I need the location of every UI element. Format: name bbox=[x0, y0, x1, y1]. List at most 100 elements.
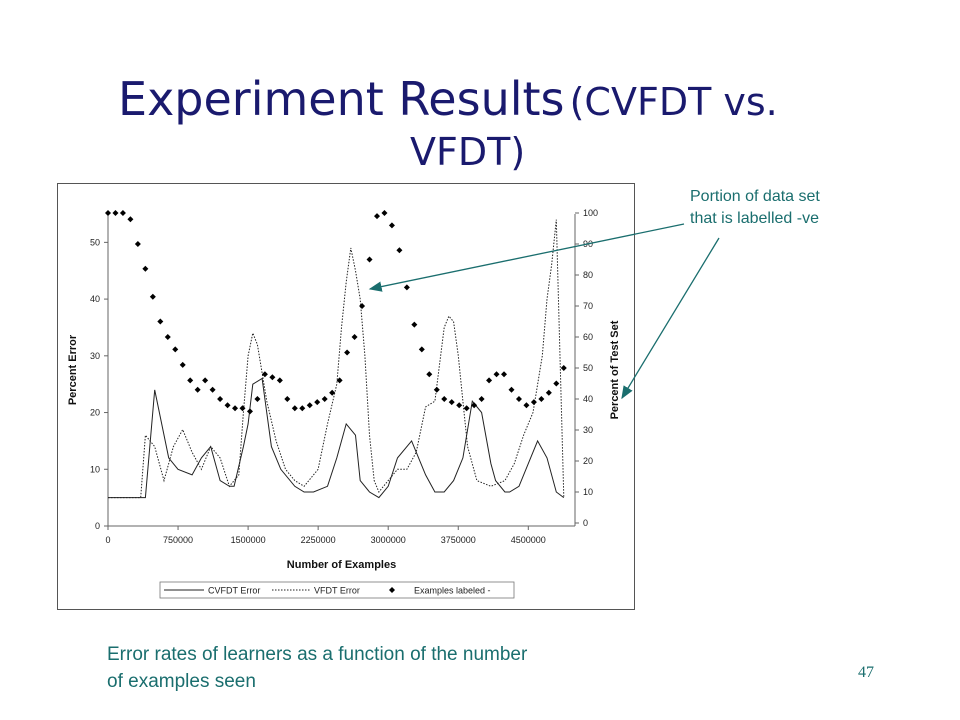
marker-point bbox=[105, 210, 111, 216]
y-tick-label: 30 bbox=[90, 351, 100, 361]
marker-point bbox=[501, 371, 508, 378]
marker-point bbox=[515, 396, 522, 402]
cvfdt-error-line bbox=[108, 377, 565, 499]
marker-point bbox=[530, 399, 537, 406]
marker-point bbox=[157, 318, 164, 325]
legend-label-cvfdt: CVFDT Error bbox=[208, 586, 260, 596]
marker-point bbox=[187, 377, 194, 384]
marker-point bbox=[478, 396, 485, 402]
annotation-arrow-to-axis bbox=[621, 237, 720, 400]
x-tick-label: 0 bbox=[105, 535, 110, 545]
marker-point bbox=[119, 210, 126, 216]
marker-point bbox=[351, 334, 358, 340]
marker-point bbox=[433, 386, 440, 393]
x-tick-label: 4500000 bbox=[511, 535, 546, 545]
marker-point bbox=[209, 386, 216, 393]
x-tick-label: 2250000 bbox=[301, 535, 336, 545]
y-tick-label: 40 bbox=[90, 294, 100, 304]
y2-tick-label: 40 bbox=[583, 394, 593, 404]
x-tick-label: 750000 bbox=[163, 535, 193, 545]
marker-point bbox=[194, 386, 201, 393]
marker-point bbox=[329, 389, 336, 396]
marker-point bbox=[217, 396, 224, 402]
legend-label-labeled: Examples labeled - bbox=[414, 586, 491, 596]
y2-tick-label: 10 bbox=[583, 487, 593, 497]
marker-point bbox=[373, 213, 380, 220]
marker-point bbox=[381, 210, 388, 216]
marker-point bbox=[396, 247, 403, 254]
marker-point bbox=[538, 396, 545, 402]
marker-point bbox=[164, 334, 171, 340]
marker-point bbox=[359, 303, 366, 309]
x-axis-label: Number of Examples bbox=[287, 559, 396, 571]
marker-point bbox=[523, 402, 530, 409]
marker-point bbox=[261, 371, 268, 378]
caption-line-2: of examples seen bbox=[107, 671, 256, 692]
vfdt-error-line bbox=[108, 219, 565, 499]
marker-point bbox=[299, 405, 306, 412]
y2-axis-label: Percent of Test Set bbox=[609, 320, 621, 419]
marker-point bbox=[448, 399, 455, 406]
marker-point bbox=[127, 216, 134, 223]
marker-point bbox=[321, 396, 328, 402]
marker-point bbox=[254, 396, 261, 402]
legend-swatch-labeled bbox=[389, 587, 395, 593]
marker-point bbox=[306, 402, 313, 409]
marker-point bbox=[134, 241, 141, 247]
marker-point bbox=[456, 402, 463, 409]
marker-point bbox=[232, 405, 239, 412]
marker-point bbox=[112, 210, 119, 216]
annotation-line-2: that is labelled -ve bbox=[690, 210, 819, 227]
x-tick-label: 3000000 bbox=[371, 535, 406, 545]
marker-point bbox=[463, 405, 470, 412]
marker-point bbox=[388, 222, 395, 229]
y2-tick-label: 20 bbox=[583, 456, 593, 466]
marker-point bbox=[284, 396, 291, 402]
marker-point bbox=[366, 256, 373, 263]
y-axis-label: Percent Error bbox=[67, 334, 79, 405]
y-tick-label: 50 bbox=[90, 237, 100, 247]
marker-point bbox=[142, 265, 149, 272]
y2-tick-label: 80 bbox=[583, 270, 593, 280]
y-tick-label: 10 bbox=[90, 464, 100, 474]
marker-point bbox=[336, 377, 343, 384]
marker-point bbox=[246, 408, 253, 415]
marker-point bbox=[403, 284, 410, 291]
marker-point bbox=[202, 377, 209, 384]
caption: Error rates of learners as a function of… bbox=[107, 641, 667, 695]
y2-tick-label: 70 bbox=[583, 301, 593, 311]
marker-point bbox=[441, 396, 448, 402]
page-number: 47 bbox=[858, 664, 874, 681]
annotation: Portion of data set that is labelled -ve bbox=[690, 186, 820, 230]
y2-tick-label: 90 bbox=[583, 239, 593, 249]
title-paren-1: (CVFDT vs. bbox=[569, 80, 778, 124]
marker-point bbox=[545, 389, 552, 396]
y-tick-label: 0 bbox=[95, 521, 100, 531]
marker-point bbox=[553, 380, 560, 387]
title-line-1: Experiment Results (CVFDT vs. bbox=[118, 72, 778, 126]
marker-point bbox=[411, 321, 418, 328]
marker-point bbox=[508, 386, 515, 393]
marker-point bbox=[276, 377, 283, 384]
error-chart: 0 750000 1500000 2250000 3000000 3750000 45000… bbox=[67, 208, 621, 599]
marker-point bbox=[426, 371, 433, 378]
title-line-2: VFDT) bbox=[410, 130, 526, 174]
marker-point bbox=[314, 399, 321, 406]
x-tick-label: 3750000 bbox=[441, 535, 476, 545]
marker-point bbox=[224, 402, 231, 409]
y2-tick-label: 0 bbox=[583, 518, 588, 528]
marker-point bbox=[418, 346, 425, 353]
marker-point bbox=[269, 374, 276, 381]
y2-tick-label: 50 bbox=[583, 363, 593, 373]
marker-point bbox=[493, 371, 500, 378]
caption-line-1: Error rates of learners as a function of… bbox=[107, 644, 528, 665]
marker-point bbox=[179, 361, 186, 368]
y2-tick-label: 30 bbox=[583, 425, 593, 435]
y-tick-label: 20 bbox=[90, 408, 100, 418]
legend-box bbox=[159, 581, 515, 599]
y2-tick-label: 100 bbox=[583, 208, 598, 218]
marker-point bbox=[291, 405, 298, 412]
title-main: Experiment Results bbox=[118, 72, 565, 126]
chart-frame: 0 750000 1500000 2250000 3000000 3750000 45000… bbox=[57, 183, 635, 610]
marker-point bbox=[560, 365, 567, 371]
